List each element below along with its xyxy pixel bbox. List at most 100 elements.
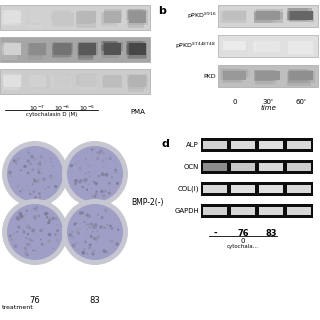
Circle shape	[89, 175, 91, 178]
Circle shape	[86, 189, 88, 190]
Bar	[221, 69, 244, 83]
Circle shape	[108, 182, 111, 185]
Bar	[288, 71, 315, 83]
Circle shape	[86, 229, 88, 230]
Circle shape	[23, 229, 24, 230]
Circle shape	[19, 190, 21, 192]
Bar	[76, 75, 95, 85]
Circle shape	[101, 172, 104, 176]
Bar	[201, 160, 313, 174]
Bar	[231, 185, 255, 194]
Text: ALP: ALP	[186, 142, 199, 148]
Bar	[76, 12, 96, 28]
Bar	[222, 69, 251, 78]
Text: b: b	[158, 6, 166, 16]
Bar	[54, 11, 71, 22]
Circle shape	[87, 223, 89, 225]
Circle shape	[86, 233, 89, 235]
Bar	[127, 77, 147, 87]
Text: 0: 0	[232, 99, 237, 105]
Text: GAPDH: GAPDH	[174, 208, 199, 214]
Bar	[203, 206, 227, 215]
Circle shape	[91, 252, 95, 256]
Circle shape	[29, 162, 32, 165]
Text: 30': 30'	[263, 99, 273, 105]
Circle shape	[89, 243, 91, 244]
Circle shape	[87, 214, 91, 218]
Bar	[256, 41, 280, 50]
Text: 76: 76	[30, 296, 40, 305]
Text: OCN: OCN	[184, 164, 199, 170]
Circle shape	[84, 221, 85, 223]
Bar	[3, 77, 19, 90]
Circle shape	[101, 160, 105, 163]
Circle shape	[54, 233, 57, 236]
Circle shape	[85, 172, 87, 174]
Circle shape	[11, 238, 13, 241]
Bar	[4, 10, 18, 19]
Bar	[27, 75, 42, 85]
Circle shape	[33, 215, 36, 219]
Circle shape	[31, 168, 35, 171]
Circle shape	[26, 243, 28, 245]
Circle shape	[39, 196, 41, 198]
Text: cytochala...: cytochala...	[227, 244, 259, 249]
Bar	[101, 12, 116, 26]
Circle shape	[31, 228, 35, 232]
Bar	[104, 43, 121, 54]
Circle shape	[28, 152, 29, 154]
Circle shape	[45, 162, 46, 163]
Circle shape	[85, 163, 87, 164]
Bar	[287, 163, 311, 172]
Circle shape	[33, 250, 34, 252]
Bar	[52, 74, 66, 87]
Circle shape	[26, 155, 27, 157]
Bar	[221, 11, 246, 22]
Bar	[103, 42, 123, 51]
Bar	[29, 43, 47, 55]
Bar	[101, 13, 115, 24]
Circle shape	[32, 183, 34, 185]
Circle shape	[39, 229, 43, 232]
Circle shape	[96, 230, 99, 233]
Bar	[218, 65, 318, 87]
Circle shape	[78, 249, 79, 250]
Circle shape	[48, 233, 52, 236]
Bar	[29, 75, 50, 90]
Circle shape	[33, 158, 36, 161]
Bar	[223, 41, 246, 50]
Bar	[4, 11, 21, 22]
Bar	[0, 37, 150, 62]
Bar	[231, 163, 255, 172]
Circle shape	[26, 210, 28, 212]
Bar	[51, 9, 70, 21]
Bar	[28, 76, 46, 91]
Circle shape	[115, 170, 117, 173]
Bar	[102, 76, 122, 87]
Circle shape	[33, 190, 35, 193]
Bar	[79, 75, 96, 86]
Bar	[259, 140, 283, 149]
Circle shape	[20, 169, 22, 172]
Bar	[53, 44, 71, 53]
Bar	[203, 163, 227, 172]
Bar	[255, 71, 274, 84]
Bar	[288, 8, 312, 20]
Circle shape	[109, 225, 112, 227]
Circle shape	[20, 214, 23, 218]
Circle shape	[48, 157, 49, 159]
Circle shape	[47, 186, 50, 188]
Circle shape	[50, 162, 52, 163]
Bar	[256, 9, 283, 19]
Circle shape	[54, 219, 56, 220]
Bar	[254, 12, 283, 23]
Bar	[129, 77, 144, 87]
Text: $10^{-6}$: $10^{-6}$	[54, 104, 70, 113]
Circle shape	[92, 237, 94, 238]
Circle shape	[14, 232, 17, 235]
Bar	[78, 13, 93, 23]
Bar	[78, 73, 99, 86]
Circle shape	[104, 191, 106, 193]
Circle shape	[8, 173, 11, 176]
Circle shape	[96, 152, 97, 153]
